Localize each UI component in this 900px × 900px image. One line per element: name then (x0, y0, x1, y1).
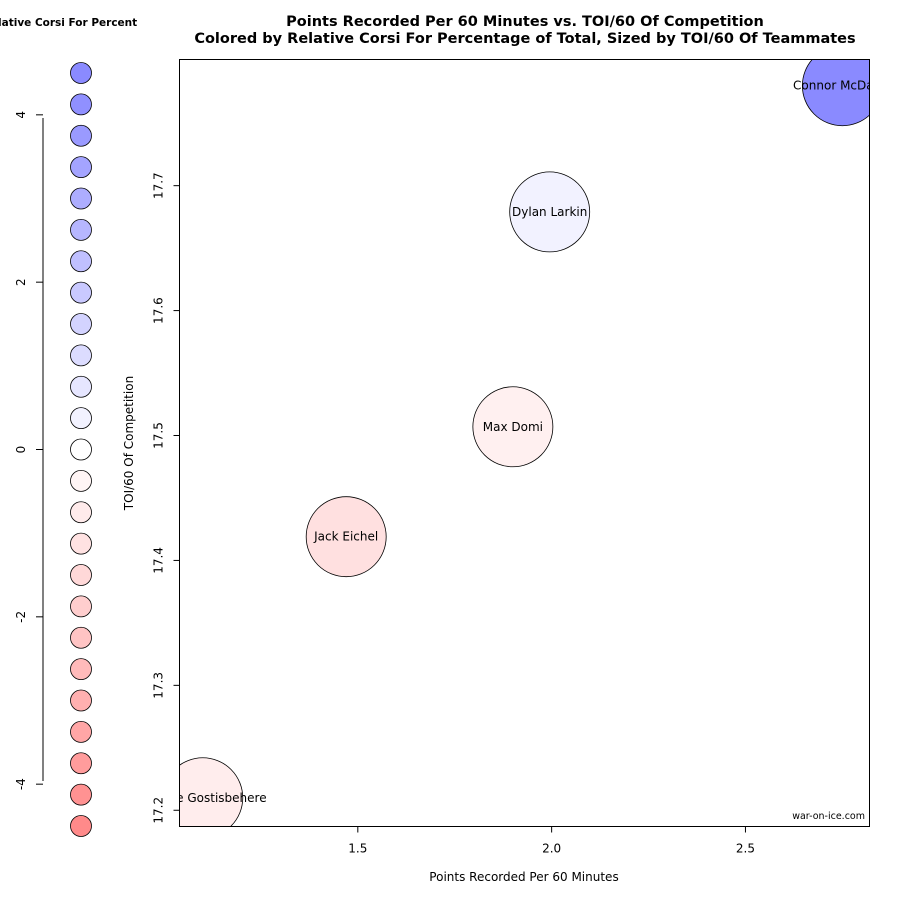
legend-title: Relative Corsi For Percent (0, 17, 137, 29)
legend-swatch (70, 187, 92, 210)
legend-swatch (70, 720, 92, 743)
x-tick-label: 2.0 (542, 842, 561, 856)
legend-swatch (70, 595, 92, 618)
legend-swatch (70, 281, 92, 304)
legend-swatch (70, 344, 92, 367)
chart-subtitle: Colored by Relative Corsi For Percentage… (194, 31, 855, 47)
scatter-point (801, 59, 870, 127)
legend-swatch (70, 375, 92, 398)
y-tick-label: 17.4 (152, 547, 166, 574)
scatter-point (509, 171, 591, 253)
legend-swatch (70, 752, 92, 775)
y-tick-label: 17.7 (152, 172, 166, 199)
legend-swatch (70, 564, 92, 586)
legend-swatch (70, 62, 92, 84)
legend-swatch (70, 156, 92, 179)
legend-swatch (70, 658, 92, 681)
legend-tick-label: -4 (14, 778, 28, 790)
legend-tick-label: 4 (14, 111, 28, 119)
point-label: Max Domi (483, 420, 543, 434)
y-tick-label: 17.2 (152, 797, 166, 824)
legend-swatch (70, 250, 92, 273)
legend-tick-label: 2 (14, 278, 28, 286)
x-axis: 1.5 2.0 2.5 (348, 826, 755, 856)
plot-frame (179, 59, 870, 827)
legend-swatch (70, 783, 92, 806)
y-axis-label: TOI/60 Of Competition (122, 376, 136, 511)
y-tick-label: 17.5 (152, 422, 166, 449)
point-label: Jack Eichel (313, 530, 378, 544)
color-legend: Relative Corsi For Percent 4 2 0 -2 -4 (0, 17, 137, 837)
x-tick-label: 2.5 (736, 842, 755, 856)
scatter-point (472, 386, 554, 468)
legend-swatch (70, 438, 92, 461)
legend-swatch (70, 626, 92, 649)
legend-swatch (70, 407, 92, 430)
point-label: Shayne Gostisbehere (139, 791, 267, 805)
legend-swatch (70, 93, 92, 116)
legend-tick-label: 0 (14, 446, 28, 454)
legend-swatch (70, 218, 92, 241)
legend-tick-label: -2 (14, 611, 28, 623)
point-label: Connor McDavid (793, 79, 892, 93)
legend-swatch (70, 532, 92, 555)
legend-swatch (70, 501, 92, 524)
x-axis-label: Points Recorded Per 60 Minutes (429, 870, 618, 884)
y-axis: 17.2 17.3 17.4 17.5 17.6 17.7 (152, 172, 180, 824)
x-tick-label: 1.5 (348, 842, 367, 856)
chart-title: Points Recorded Per 60 Minutes vs. TOI/6… (286, 14, 764, 30)
legend-swatch (70, 469, 92, 492)
legend-swatch (70, 124, 92, 147)
legend-swatch (70, 313, 92, 335)
scatter-point (179, 757, 244, 827)
legend-swatch (70, 815, 92, 837)
scatter-point (305, 496, 387, 578)
legend-swatch (70, 689, 92, 712)
watermark: war-on-ice.com (792, 811, 865, 822)
point-label: Dylan Larkin (512, 205, 587, 219)
scatter-points: Connor McDavid Dylan Larkin Max Domi Jack E… (139, 59, 892, 827)
y-tick-label: 17.6 (152, 297, 166, 324)
y-tick-label: 17.3 (152, 672, 166, 699)
